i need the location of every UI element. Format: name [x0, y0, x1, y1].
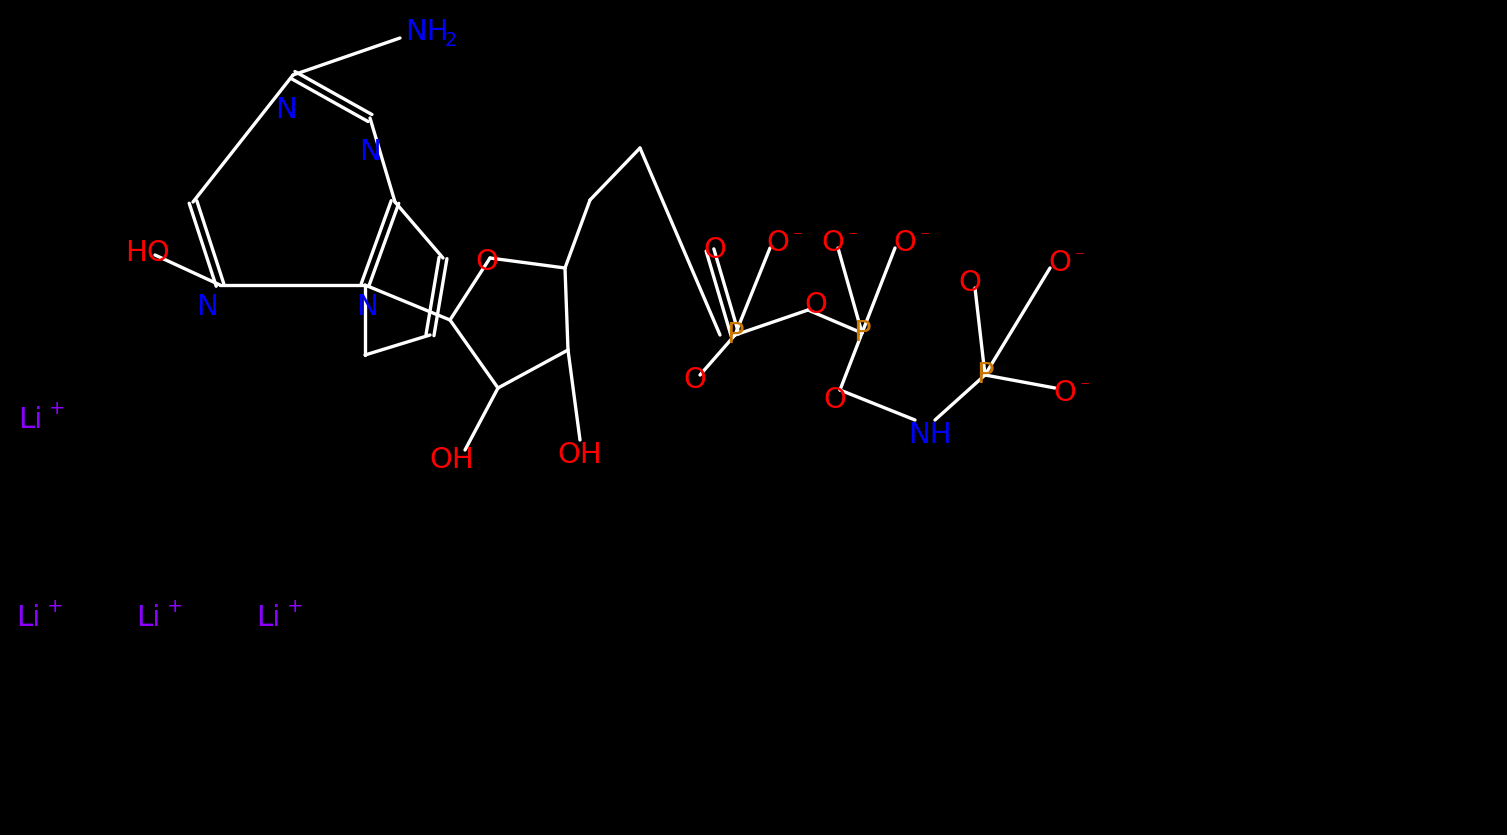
Text: O: O	[805, 291, 827, 319]
Text: P: P	[726, 321, 744, 349]
Text: +: +	[167, 596, 184, 615]
Text: +: +	[47, 596, 63, 615]
Text: O: O	[767, 229, 790, 257]
Text: HO: HO	[125, 239, 170, 267]
Text: ⁻: ⁻	[919, 229, 930, 247]
Text: Li: Li	[256, 604, 280, 632]
Text: OH: OH	[429, 446, 475, 474]
Text: O: O	[684, 366, 707, 394]
Text: ⁻: ⁻	[848, 229, 857, 247]
Text: P: P	[977, 361, 993, 389]
Text: OH: OH	[558, 441, 603, 469]
Text: O: O	[823, 386, 847, 414]
Text: N: N	[196, 293, 219, 321]
Text: O: O	[958, 269, 981, 297]
Text: O: O	[1049, 249, 1071, 277]
Text: O: O	[821, 229, 844, 257]
Text: O: O	[1053, 379, 1076, 407]
Text: NH: NH	[405, 18, 449, 46]
Text: O: O	[894, 229, 916, 257]
Text: 2: 2	[445, 31, 458, 49]
Text: ⁻: ⁻	[1081, 378, 1090, 397]
Text: Li: Li	[136, 604, 160, 632]
Text: Li: Li	[18, 406, 42, 434]
Text: ⁻: ⁻	[793, 229, 803, 247]
Text: N: N	[276, 96, 297, 124]
Text: +: +	[286, 596, 303, 615]
Text: +: +	[48, 398, 65, 418]
Text: P: P	[853, 319, 871, 347]
Text: O: O	[476, 248, 499, 276]
Text: Li: Li	[15, 604, 41, 632]
Text: N: N	[359, 138, 381, 166]
Text: N: N	[356, 293, 378, 321]
Text: ⁻: ⁻	[1074, 249, 1085, 267]
Text: NH: NH	[909, 421, 952, 449]
Text: O: O	[704, 236, 726, 264]
